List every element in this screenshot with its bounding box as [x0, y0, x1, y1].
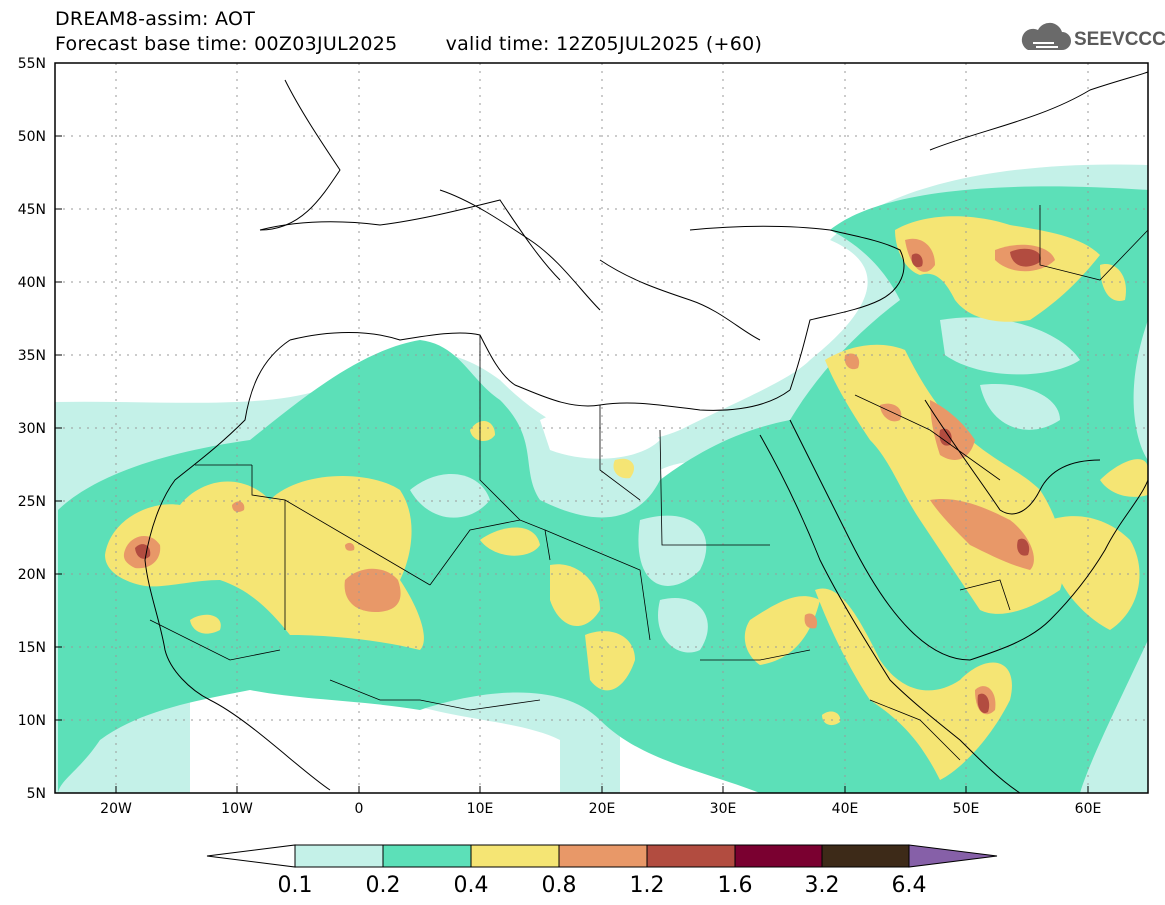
lon-label: 20E [589, 801, 616, 817]
lon-label: 40E [832, 801, 859, 817]
lat-label: 45N [18, 202, 46, 218]
colorbar-label: 0.8 [542, 873, 577, 898]
colorbar-label: 1.2 [630, 873, 665, 898]
aot-band-0.2 [58, 186, 1148, 793]
colorbar-labels: 0.1 0.2 0.4 0.8 1.2 1.6 3.2 6.4 [278, 873, 927, 898]
lon-label: 20W [100, 801, 132, 817]
aot-field [55, 164, 1148, 793]
forecast-times: Forecast base time: 00Z03JUL2025 valid ti… [55, 33, 762, 55]
logo-text: SEEVCCC [1074, 29, 1165, 50]
base-time: Forecast base time: 00Z03JUL2025 [55, 33, 398, 55]
coastlines [144, 71, 1148, 793]
graticule [55, 63, 1148, 793]
lat-label: 20N [18, 567, 46, 583]
colorbar-label: 1.6 [718, 873, 753, 898]
lat-label: 15N [18, 640, 46, 656]
colorbar-box [470, 844, 560, 868]
colorbar-label: 0.1 [278, 873, 313, 898]
colorbar-box [382, 844, 472, 868]
lon-label: 0 [355, 801, 364, 817]
lat-label: 10N [18, 713, 46, 729]
lat-label: 35N [18, 348, 46, 364]
colorbar-box [821, 844, 910, 868]
colorbar-label: 6.4 [892, 873, 927, 898]
seevccc-logo: SEEVCCC [1018, 22, 1165, 56]
lon-label: 10E [467, 801, 494, 817]
latitude-labels: 55N 50N 45N 40N 35N 30N 25N 20N 15N 10N … [18, 56, 46, 802]
map-title: DREAM8-assim: AOT [55, 8, 256, 30]
lat-label: 50N [18, 129, 46, 145]
lat-label: 40N [18, 275, 46, 291]
aot-light-patches [410, 317, 1080, 653]
colorbar [206, 844, 998, 868]
lon-label: 60E [1075, 801, 1102, 817]
lon-label: 10W [221, 801, 253, 817]
lat-label: 5N [27, 786, 46, 802]
country-borders [149, 205, 1148, 761]
colorbar-box [294, 844, 384, 868]
lon-label: 50E [953, 801, 980, 817]
colorbar-label: 0.4 [454, 873, 489, 898]
aot-band-1.2 [135, 248, 1041, 714]
colorbar-label: 3.2 [805, 873, 840, 898]
lat-label: 55N [18, 56, 46, 72]
colorbar-under-arrow [206, 844, 296, 868]
colorbar-over-arrow [908, 844, 998, 868]
valid-time: valid time: 12Z05JUL2025 (+60) [445, 33, 763, 55]
lat-label: 25N [18, 494, 46, 510]
colorbar-box [734, 844, 823, 868]
lon-label: 30E [710, 801, 737, 817]
colorbar-label: 0.2 [366, 873, 401, 898]
colorbar-box [646, 844, 736, 868]
cloud-icon [1021, 22, 1071, 50]
longitude-labels: 20W 10W 0 10E 20E 30E 40E 50E 60E [100, 801, 1101, 817]
colorbar-box [558, 844, 648, 868]
axis-ticks [55, 62, 1089, 794]
lat-label: 30N [18, 421, 46, 437]
